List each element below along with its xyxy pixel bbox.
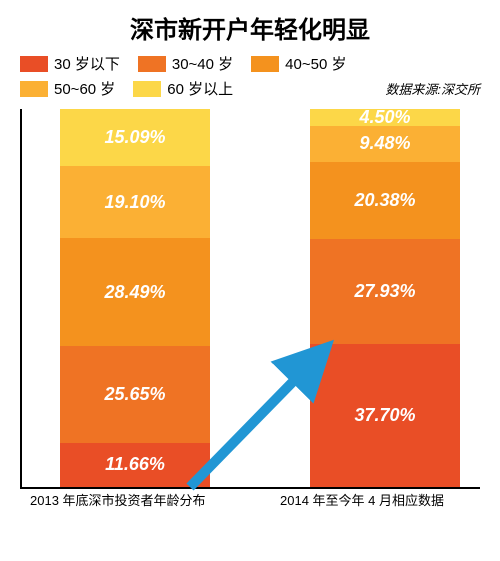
legend-item: 30~40 岁 — [138, 53, 233, 74]
x-axis-label: 2013 年底深市投资者年龄分布 — [30, 490, 250, 509]
bar-segment: 27.93% — [310, 239, 460, 345]
bar-segment: 20.38% — [310, 162, 460, 239]
legend-swatch — [20, 56, 48, 72]
stacked-bar: 4.50%9.48%20.38%27.93%37.70% — [310, 109, 460, 487]
bar-segment: 37.70% — [310, 344, 460, 487]
legend-swatch — [251, 56, 279, 72]
legend-item: 50~60 岁 — [20, 78, 115, 99]
legend-label: 50~60 岁 — [54, 78, 115, 99]
legend-item: 40~50 岁 — [251, 53, 346, 74]
legend-item: 60 岁以上 — [133, 78, 233, 99]
bar-segment: 9.48% — [310, 126, 460, 162]
legend-label: 30 岁以下 — [54, 53, 120, 74]
legend-swatch — [133, 81, 161, 97]
stacked-bar: 15.09%19.10%28.49%25.65%11.66% — [60, 109, 210, 487]
chart-area: 15.09%19.10%28.49%25.65%11.66% 4.50%9.48%… — [20, 109, 480, 509]
legend-label: 60 岁以上 — [167, 78, 233, 99]
legend-label: 40~50 岁 — [285, 53, 346, 74]
legend: 30 岁以下 30~40 岁 40~50 岁 50~60 岁 60 岁以上 数据来源:深… — [0, 53, 500, 109]
chart-title: 深市新开户年轻化明显 — [0, 0, 500, 53]
bar-segment: 11.66% — [60, 443, 210, 487]
bar-segment: 4.50% — [310, 109, 460, 126]
x-axis-label: 2014 年至今年 4 月相应数据 — [280, 490, 500, 509]
legend-swatch — [20, 81, 48, 97]
data-source: 数据来源:深交所 — [385, 79, 480, 98]
legend-swatch — [138, 56, 166, 72]
legend-item: 30 岁以下 — [20, 53, 120, 74]
bar-segment: 19.10% — [60, 166, 210, 238]
bar-segment: 28.49% — [60, 238, 210, 346]
x-axis — [20, 487, 480, 489]
legend-label: 30~40 岁 — [172, 53, 233, 74]
bar-segment: 15.09% — [60, 109, 210, 166]
bar-segment: 25.65% — [60, 346, 210, 443]
y-axis — [20, 109, 22, 489]
